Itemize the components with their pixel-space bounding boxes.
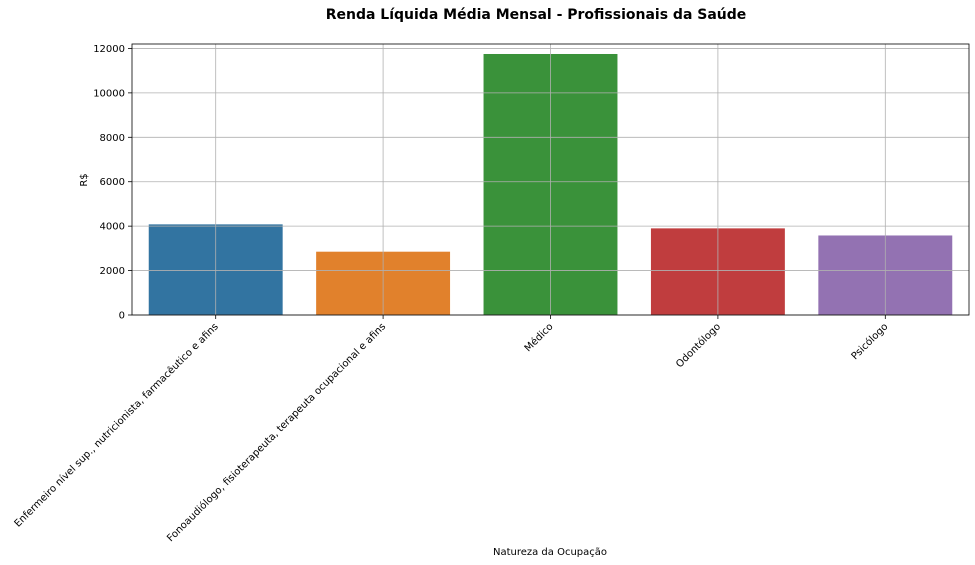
y-tick-label: 10000 — [93, 88, 125, 99]
y-tick-label: 12000 — [93, 44, 125, 55]
y-axis-label: R$ — [79, 173, 90, 186]
x-axis-label: Natureza da Ocupação — [493, 547, 607, 558]
y-tick-label: 2000 — [100, 266, 125, 277]
y-tick-label: 6000 — [100, 177, 125, 188]
chart-title: Renda Líquida Média Mensal - Profissiona… — [326, 7, 747, 23]
y-tick-label: 8000 — [100, 133, 125, 144]
y-tick-label: 4000 — [100, 222, 125, 233]
y-axis: 0 2000 4000 6000 8000 10000 12000 — [93, 44, 132, 322]
plot-area — [131, 43, 970, 316]
y-tick-label: 0 — [119, 311, 125, 322]
